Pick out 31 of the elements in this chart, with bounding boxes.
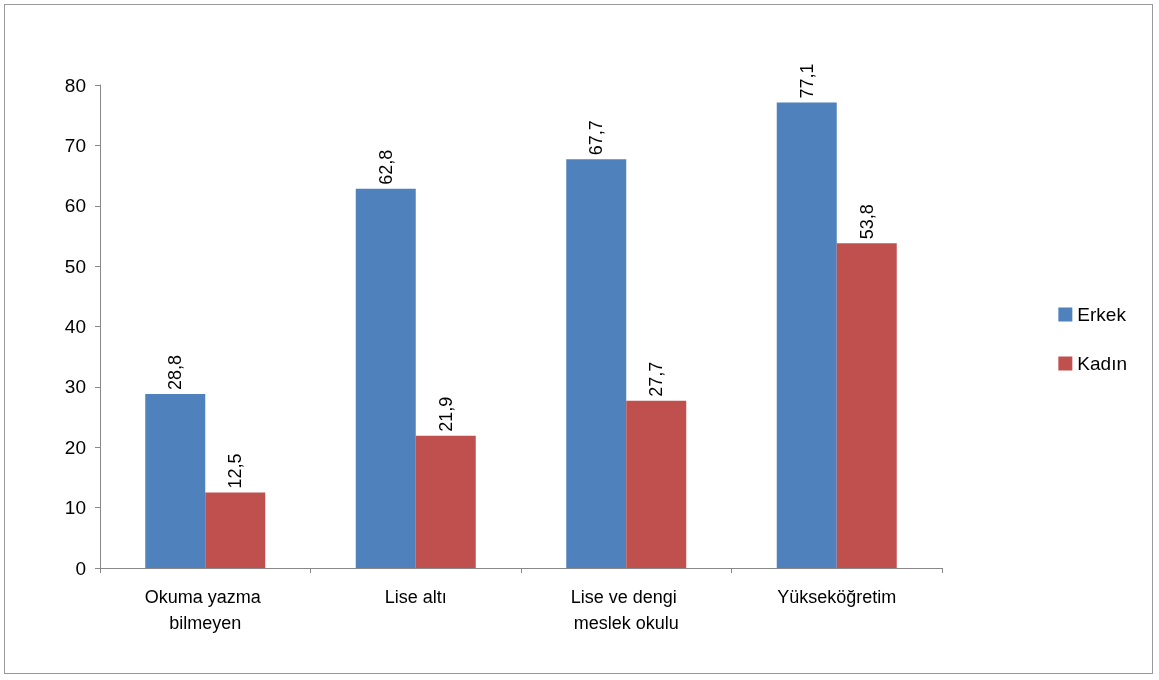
y-tick-label: 50 bbox=[64, 255, 86, 277]
y-tick-label: 30 bbox=[64, 376, 86, 398]
bar bbox=[415, 435, 476, 568]
bar bbox=[145, 394, 206, 568]
bar bbox=[776, 102, 837, 568]
legend-label: Kadın bbox=[1077, 353, 1127, 374]
y-tick-label: 20 bbox=[64, 436, 86, 458]
data-label: 28,8 bbox=[165, 355, 186, 391]
y-tick-label: 60 bbox=[64, 195, 86, 217]
y-tick-label: 40 bbox=[64, 316, 86, 337]
data-label: 21,9 bbox=[435, 396, 456, 432]
bar bbox=[566, 159, 627, 568]
data-label: 67,7 bbox=[586, 120, 607, 156]
x-tick-label: Okuma yazma bilmeyen bbox=[144, 587, 266, 633]
y-tick-label: 0 bbox=[75, 557, 86, 579]
y-tick-label: 80 bbox=[64, 74, 86, 96]
x-tick-label: Yükseköğretim bbox=[777, 587, 897, 607]
y-tick-label: 10 bbox=[64, 497, 86, 519]
y-tick-label: 70 bbox=[64, 134, 86, 156]
bar bbox=[355, 188, 416, 568]
data-label: 53,8 bbox=[856, 204, 877, 240]
x-tick-label: Lise ve dengi meslek okulu bbox=[570, 587, 682, 633]
data-label: 62,8 bbox=[375, 149, 396, 185]
bar bbox=[626, 400, 687, 568]
bar bbox=[836, 243, 897, 568]
x-tick-label: Lise altı bbox=[384, 587, 447, 607]
data-label: 77,1 bbox=[796, 63, 817, 99]
legend-label: Erkek bbox=[1077, 304, 1127, 325]
data-label: 27,7 bbox=[646, 361, 667, 397]
bar bbox=[205, 492, 266, 568]
data-label: 12,5 bbox=[225, 453, 246, 489]
